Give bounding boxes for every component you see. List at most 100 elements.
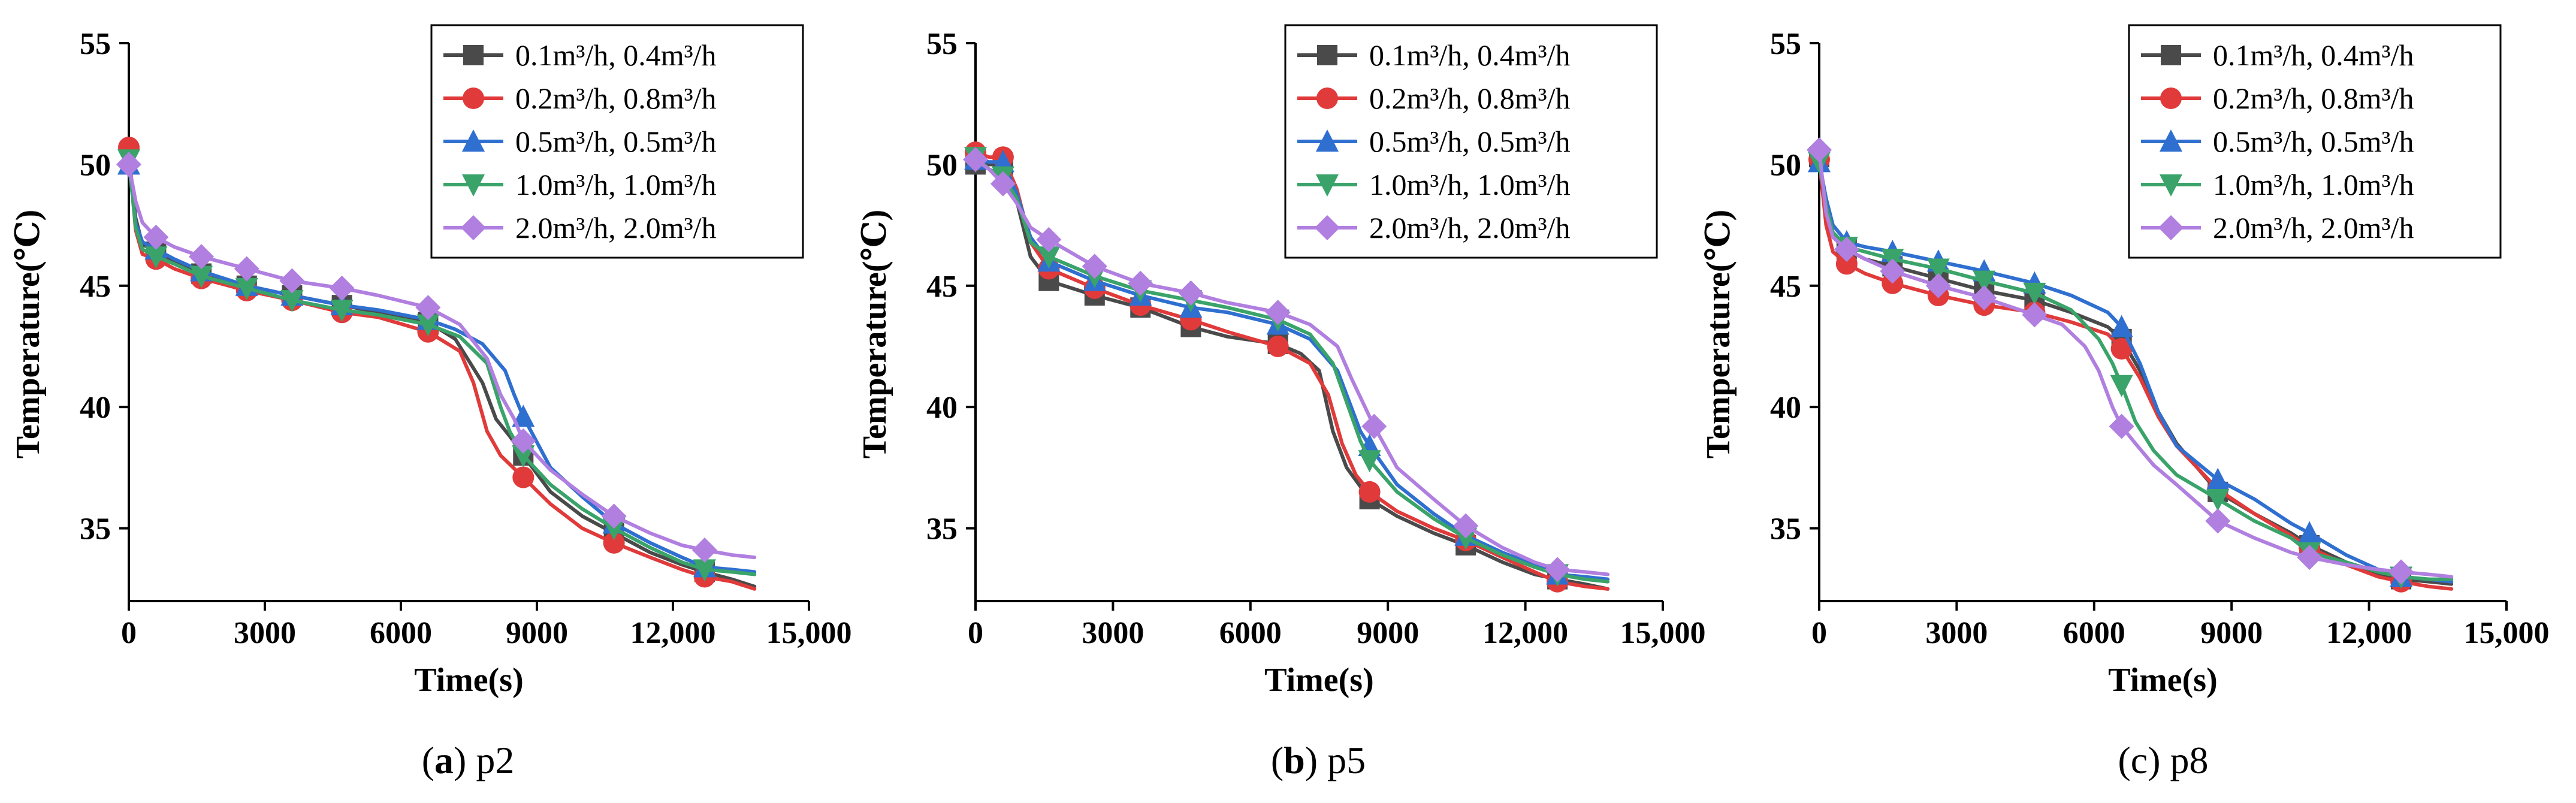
data-point <box>2110 375 2133 397</box>
legend-label: 0.1m³/h, 0.4m³/h <box>515 38 717 72</box>
x-tick-label: 12,000 <box>2326 616 2412 650</box>
series-line <box>127 162 757 560</box>
data-point <box>1361 413 1387 439</box>
chart-panel-3: 0 3000 6000 9000 12,000 15,000 35 40 45 50 55 Time(… <box>1700 24 2550 781</box>
data-point <box>2110 338 2133 360</box>
x-tick-label: 3000 <box>1925 616 1988 650</box>
chart-panel-1: 0 3000 6000 9000 12,000 15,000 35 40 45 50 55 Time(… <box>10 24 852 781</box>
caption-text: p2 <box>466 739 514 781</box>
x-tick-label: 6000 <box>2063 616 2125 650</box>
data-point <box>143 224 169 250</box>
data-point <box>116 152 141 177</box>
y-tick-label: 40 <box>1770 391 1801 425</box>
x-tick-label: 0 <box>121 616 137 650</box>
series-5 <box>1807 137 2454 585</box>
data-point <box>1037 246 1061 269</box>
legend-marker <box>1316 129 1339 152</box>
data-point <box>512 404 535 427</box>
legend-marker <box>463 45 484 65</box>
legend-marker <box>463 87 484 109</box>
x-tick-label: 15,000 <box>2464 616 2550 650</box>
caption-letter: a <box>434 739 454 781</box>
legend-marker <box>462 174 485 197</box>
legend-label: 0.2m³/h, 0.8m³/h <box>2213 81 2414 115</box>
data-point <box>1178 280 1204 306</box>
legend-marker <box>1316 87 1338 109</box>
x-tick-label: 15,000 <box>1620 616 1706 650</box>
y-axis-title: Temperature(℃) <box>1700 210 1737 458</box>
data-point <box>2206 467 2230 490</box>
legend-label: 1.0m³/h, 1.0m³/h <box>515 168 717 201</box>
x-tick-label: 9000 <box>506 616 568 650</box>
data-point <box>2298 521 2321 544</box>
legend-label: 1.0m³/h, 1.0m³/h <box>2213 168 2414 201</box>
data-point <box>603 532 625 554</box>
x-tick-label: 3000 <box>1082 616 1144 650</box>
legend-label: 0.1m³/h, 0.4m³/h <box>2213 38 2414 72</box>
data-point <box>512 445 535 468</box>
caption-open-paren: ( <box>1271 739 1284 781</box>
caption-text: p5 <box>1318 739 1366 781</box>
x-tick-label: 12,000 <box>630 616 716 650</box>
legend-label: 2.0m³/h, 2.0m³/h <box>2213 211 2414 244</box>
data-point <box>190 265 213 288</box>
data-point <box>2109 413 2134 439</box>
x-tick-label: 6000 <box>370 616 432 650</box>
data-point <box>1128 270 1153 296</box>
y-tick-label: 55 <box>80 27 111 61</box>
data-point <box>1358 481 1381 503</box>
y-tick-label: 45 <box>1770 270 1801 304</box>
x-axis-title: Time(s) <box>1264 662 1374 699</box>
y-axis-title: Temperature(℃) <box>856 210 893 458</box>
series-5 <box>116 152 757 563</box>
x-axis-title: Time(s) <box>2108 662 2218 699</box>
y-tick-label: 35 <box>926 512 958 547</box>
series-line <box>127 158 757 576</box>
data-point <box>144 246 168 269</box>
legend-marker <box>461 215 486 240</box>
x-tick-label: 0 <box>1811 616 1827 650</box>
data-point <box>1925 273 1951 298</box>
legend-label: 1.0m³/h, 1.0m³/h <box>1369 168 1571 201</box>
legend-marker <box>462 129 485 152</box>
y-tick-label: 50 <box>1770 148 1801 182</box>
data-point <box>1267 335 1289 357</box>
y-tick-label: 55 <box>1770 27 1801 61</box>
data-point <box>601 503 627 529</box>
legend-marker <box>1316 174 1339 197</box>
y-tick-label: 35 <box>80 512 111 547</box>
data-point <box>963 147 988 173</box>
data-point <box>1453 513 1479 539</box>
data-point <box>1880 258 1905 284</box>
data-point <box>1082 253 1107 279</box>
data-point <box>2110 315 2133 337</box>
data-point <box>1358 450 1381 473</box>
caption-close-paren: ) <box>1305 739 1318 781</box>
caption-letter: b <box>1284 739 1305 781</box>
data-point <box>329 275 355 301</box>
legend-label: 2.0m³/h, 2.0m³/h <box>515 211 717 244</box>
series-line <box>1817 148 2454 579</box>
data-point <box>2205 508 2231 534</box>
legend-marker <box>2158 215 2184 240</box>
data-point <box>1545 557 1571 582</box>
data-point <box>234 256 259 282</box>
x-tick-label: 15,000 <box>766 616 852 650</box>
data-point <box>2297 545 2323 570</box>
data-point <box>512 466 534 488</box>
legend-marker <box>2160 174 2182 197</box>
panel-caption: (b) p5 <box>1271 739 1366 781</box>
legend-marker <box>1317 45 1337 65</box>
caption-open-paren: ( <box>422 739 434 781</box>
legend-label: 0.2m³/h, 0.8m³/h <box>1369 81 1571 115</box>
data-point <box>1265 300 1291 325</box>
legend-marker <box>1315 215 1340 240</box>
legend-label: 0.2m³/h, 0.8m³/h <box>515 81 717 115</box>
legend-label: 0.5m³/h, 0.5m³/h <box>2213 125 2414 158</box>
series-line <box>974 158 1610 576</box>
data-point <box>990 171 1016 197</box>
legend-label: 0.1m³/h, 0.4m³/h <box>1369 38 1571 72</box>
y-tick-label: 45 <box>80 270 111 304</box>
data-point <box>235 277 258 300</box>
series-5 <box>963 147 1610 582</box>
